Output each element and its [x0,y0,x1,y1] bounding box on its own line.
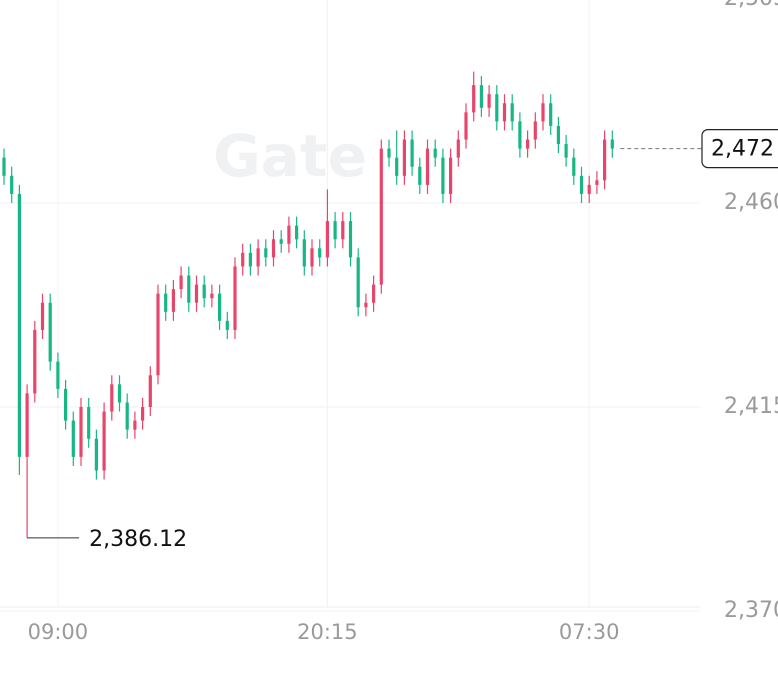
candle-body [348,221,353,258]
candle-body [533,121,537,140]
min-label: 2,386.12 [89,527,187,552]
watermark: Gate [213,122,367,190]
candle-body [210,293,214,299]
candle-body [302,239,306,267]
candle-body [156,293,160,376]
candle-body [94,438,98,471]
candle-body [17,193,21,457]
candle-body [33,329,37,394]
candle-body [218,293,222,321]
candle-body [264,248,268,258]
candle-body [518,121,522,149]
candle-body [271,239,276,258]
candle-body [572,157,576,176]
candle-body [256,248,260,267]
candle-body [610,139,614,149]
candle-body [433,148,437,158]
candle-body [579,175,584,194]
candle-body [10,175,14,194]
candle-body [102,411,106,471]
candle-body [356,257,360,308]
candle-body [526,139,530,149]
candle-body [187,275,191,303]
candle-body [410,139,414,167]
y-tick-label: 2,415 [724,394,778,419]
candle-body [279,239,283,244]
candle-body [587,184,591,194]
candle-body [556,125,560,145]
candle-body [79,407,83,457]
candle-body [117,384,122,403]
candle-body [464,112,468,140]
candle-body [295,225,299,240]
candle-body [387,148,391,158]
candle-body [125,402,129,430]
candle-body [233,266,237,330]
candle-body [25,393,29,457]
candle-body [164,293,168,312]
candle-body [194,284,199,303]
x-tick-label: 09:00 [28,620,89,644]
candle-body [287,225,291,244]
y-tick-label: 2,370 [724,598,778,623]
candle-body [225,320,229,330]
candle-body [64,388,68,421]
y-tick-label: 2,460 [724,190,778,215]
candle-body [2,157,6,176]
candle-body [333,221,337,240]
candle-body [418,166,422,185]
candle-body [48,302,52,362]
candle-body [171,289,175,312]
candle-body [541,103,545,122]
candle-body [110,384,114,412]
candle-body [310,248,314,267]
candle-body [502,103,507,122]
candle-body [372,284,376,303]
candle-body [510,103,514,122]
candle-body [549,103,553,126]
candle-body [241,252,245,267]
candle-body [56,361,60,389]
candle-body [472,85,476,113]
candle-body [456,139,460,158]
candle-body [325,221,329,258]
candle-body [364,302,368,308]
candle-body [564,144,568,158]
candle-body [133,420,137,430]
candle-body [425,148,430,185]
candle-body [479,85,483,108]
candle-body [148,375,152,407]
candle-body [449,157,453,194]
y-tick-label: 2,505 [724,0,778,11]
x-tick-label: 07:30 [559,620,620,644]
candle-body [495,94,499,122]
candle-body [341,221,345,240]
candle-body [395,157,399,176]
candle-body [248,252,252,267]
candle-body [595,180,599,185]
last-price-label: 2,472 [711,137,774,162]
candle-body [179,275,183,290]
candle-body [87,407,91,439]
candle-body [141,407,145,421]
candle-body [379,148,383,285]
candle-body [71,420,75,457]
candle-body [318,248,322,258]
candle-body [40,302,45,330]
candle-body [441,157,445,194]
candle-body [603,139,607,181]
candle-body [202,284,206,299]
candle-body [402,139,406,176]
candle-body [487,94,491,108]
x-tick-label: 20:15 [297,620,358,644]
last-price-box [701,129,778,169]
